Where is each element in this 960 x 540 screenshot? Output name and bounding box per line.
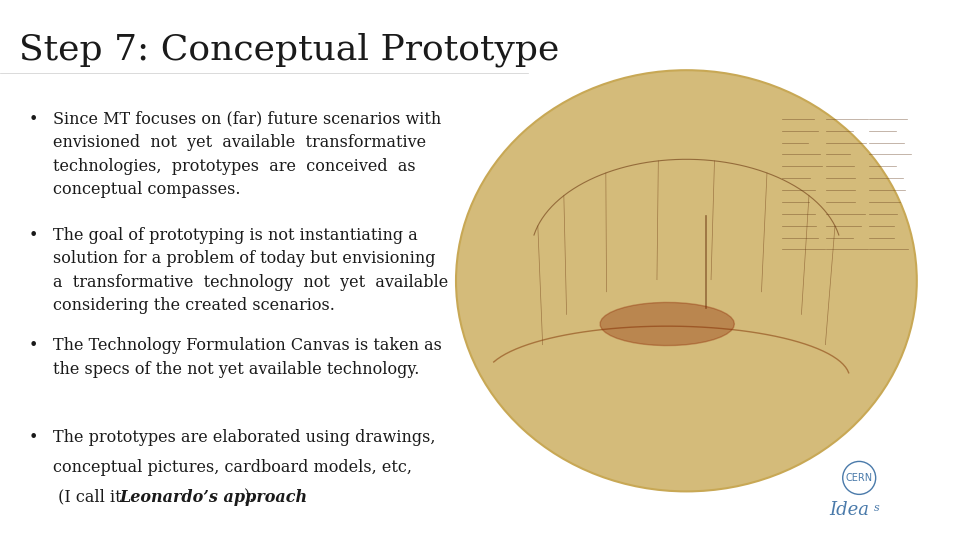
Polygon shape: [600, 302, 734, 346]
Text: •: •: [29, 338, 38, 354]
Text: •: •: [29, 429, 38, 446]
Text: Idea: Idea: [829, 501, 870, 519]
Text: The prototypes are elaborated using drawings,: The prototypes are elaborated using draw…: [53, 429, 435, 446]
Text: Step 7: Conceptual Prototype: Step 7: Conceptual Prototype: [19, 32, 560, 67]
Text: Since MT focuses on (far) future scenarios with
envisioned  not  yet  available : Since MT focuses on (far) future scenari…: [53, 111, 441, 198]
Text: •: •: [29, 111, 38, 127]
Text: s: s: [874, 503, 879, 512]
Text: The goal of prototyping is not instantiating a
solution for a problem of today b: The goal of prototyping is not instantia…: [53, 227, 448, 314]
Text: conceptual pictures, cardboard models, etc,: conceptual pictures, cardboard models, e…: [53, 459, 412, 476]
Text: Leonardo’s approach: Leonardo’s approach: [120, 489, 308, 505]
Text: •: •: [29, 227, 38, 244]
Text: CERN: CERN: [846, 473, 873, 483]
Text: (I call it: (I call it: [53, 489, 127, 505]
Text: The Technology Formulation Canvas is taken as
the specs of the not yet available: The Technology Formulation Canvas is tak…: [53, 338, 442, 378]
Ellipse shape: [456, 70, 917, 491]
Text: ).: ).: [244, 489, 255, 505]
